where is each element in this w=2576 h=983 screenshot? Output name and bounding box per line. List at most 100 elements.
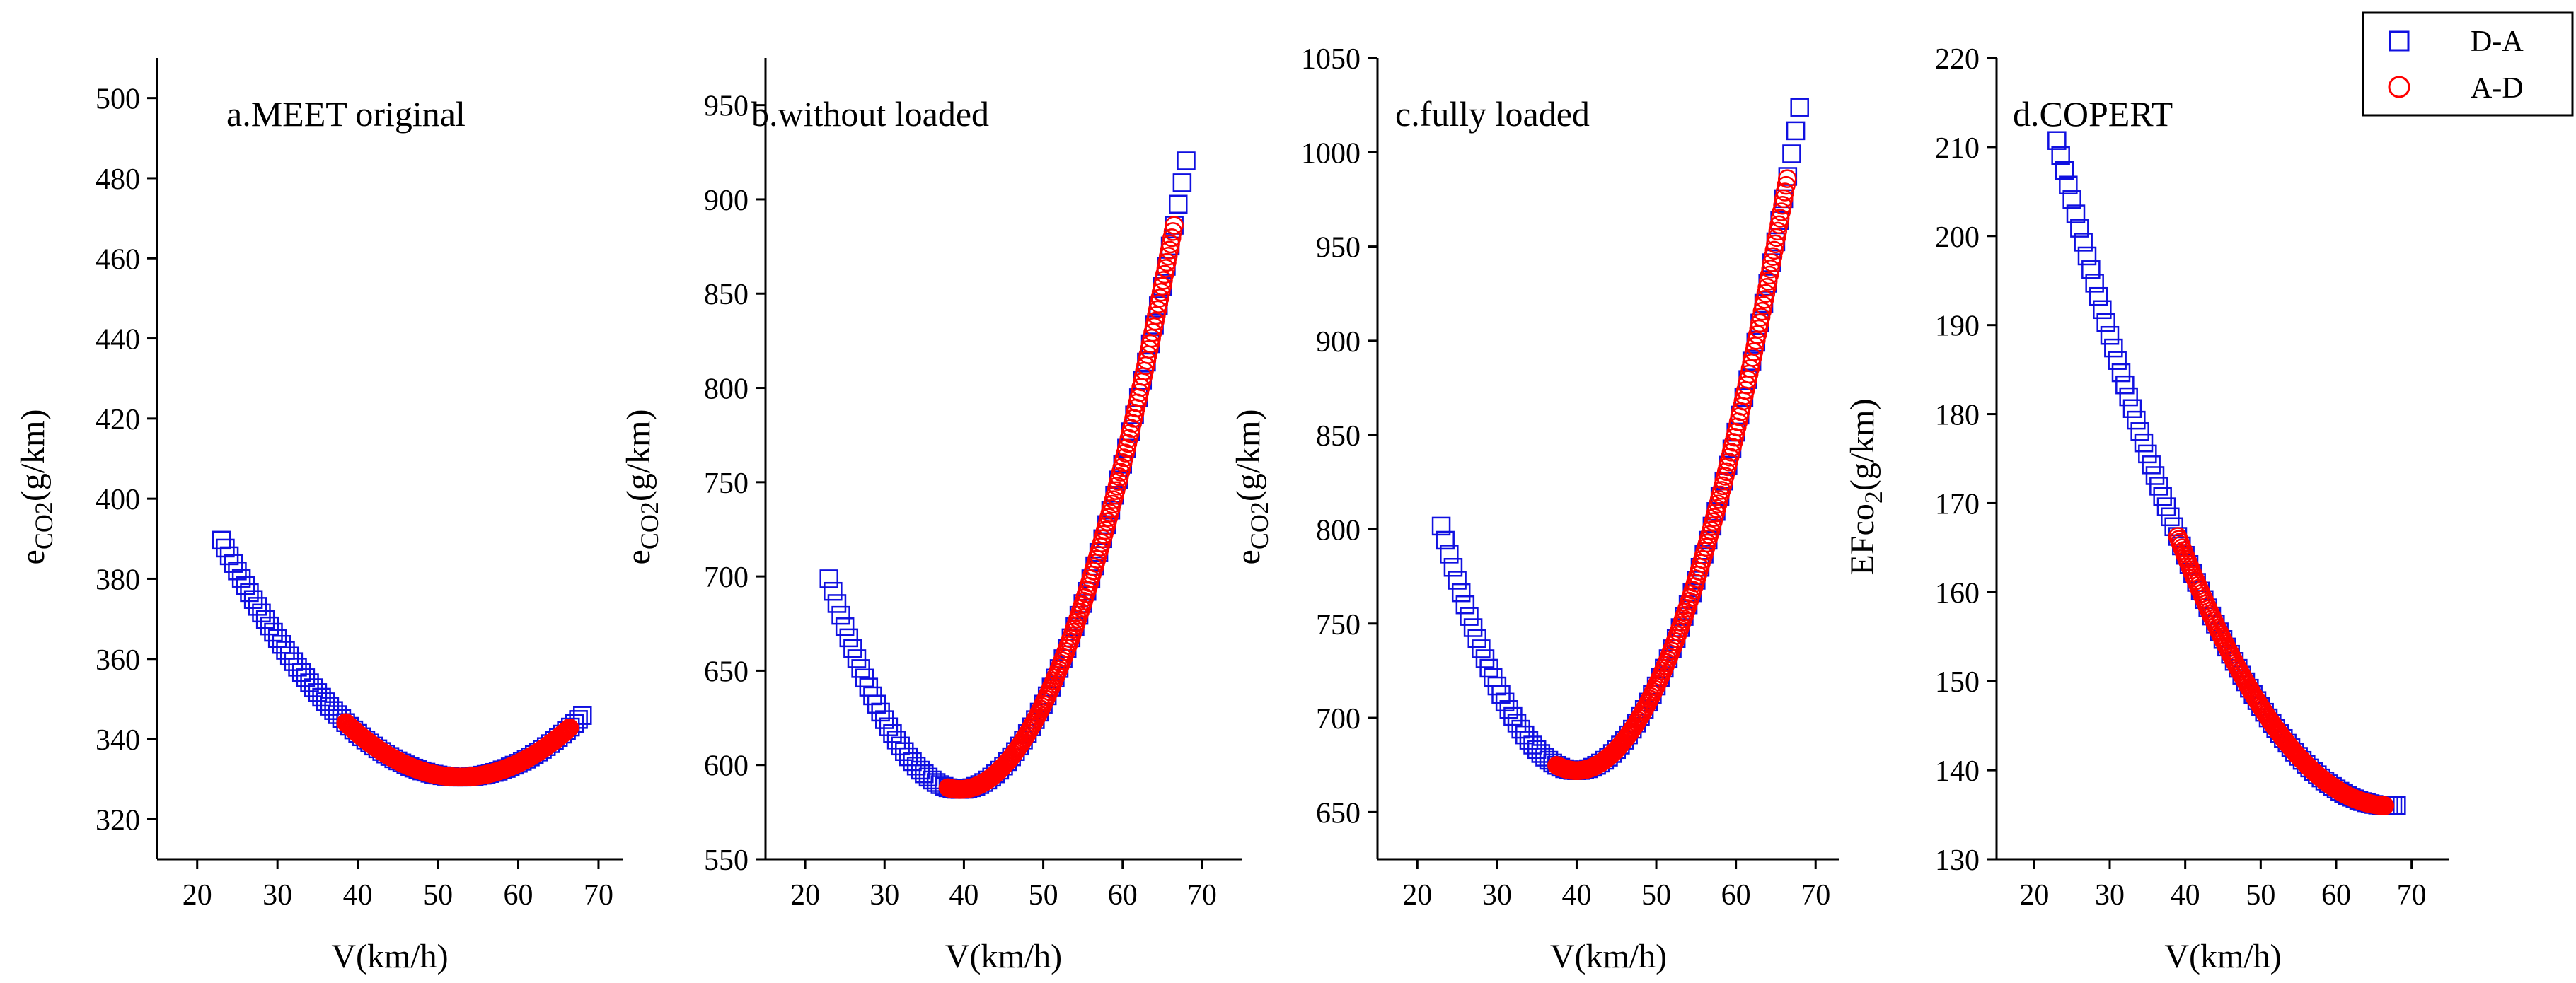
data-point-da [819,569,838,588]
data-point-ad [556,721,576,740]
data-point-da [1448,571,1467,590]
legend-label-da: D-A [2471,25,2524,58]
data-point-ad [1756,284,1776,303]
y-tick-label: 420 [96,404,140,436]
data-point-da [2062,190,2081,209]
data-point-ad [560,718,579,738]
y-tick-label: 480 [96,163,140,196]
data-point-ad [1155,264,1174,284]
y-tick-label: 170 [1935,488,1980,520]
y-tick-label: 800 [704,373,749,406]
series-d-a [1431,98,1809,780]
data-point-da [2096,313,2115,332]
data-point-da [2142,455,2161,475]
y-tick-label: 950 [1316,232,1361,264]
legend-circle-marker [2388,76,2410,98]
data-point-da [839,628,859,648]
data-point-da [2055,161,2074,180]
y-tick-label: 210 [1935,132,1980,165]
x-axis-label: V(km/h) [1550,938,1667,975]
series-a-d [2168,527,2395,815]
data-point-da [2156,497,2176,516]
data-point-da [2138,444,2157,464]
data-point-da [851,659,870,678]
x-tick-label: 20 [183,879,212,912]
x-tick-label: 20 [1402,879,1432,912]
data-point-ad [553,724,572,744]
series-a-d [1547,169,1797,780]
data-point-da [2093,300,2112,320]
data-point-da [2077,246,2097,266]
x-tick-label: 60 [1721,879,1751,912]
data-point-da [2089,286,2108,306]
data-point-da [2149,477,2168,496]
y-tick-label: 650 [704,656,749,688]
data-point-ad [559,719,578,738]
y-tick-label: 950 [704,91,749,123]
y-tick-label: 460 [96,243,140,276]
y-tick-label: 550 [704,844,749,877]
data-point-ad [1769,215,1789,235]
y-tick-label: 360 [96,644,140,677]
data-point-ad [1763,247,1783,266]
legend-label-ad: A-D [2471,72,2524,105]
y-tick-label: 900 [704,185,749,217]
y-tick-label: 700 [704,562,749,594]
data-point-ad [1774,189,1794,209]
y-tick-label: 160 [1935,577,1980,610]
data-point-da [2108,351,2127,370]
series-group [1431,98,1809,780]
data-point-ad [1775,182,1795,202]
data-point-ad [1154,271,1173,290]
data-point-da [1169,194,1188,214]
data-point-da [2059,175,2078,195]
x-tick-label: 60 [1108,879,1138,912]
data-point-ad [1777,175,1796,195]
data-point-da [1443,558,1463,577]
x-tick-label: 60 [2321,879,2351,912]
data-point-ad [1151,282,1171,302]
data-point-ad [1757,278,1777,297]
data-point-ad [1758,272,1778,291]
y-tick-label: 850 [704,279,749,311]
data-point-da [1790,98,1809,117]
data-point-da [2122,399,2142,418]
data-point-da [2070,219,2089,238]
chart-panel-4: 20 30 40 50 60 70 130 140 150 160 170 180 190 200 210 2… [1844,43,2449,975]
x-tick-label: 50 [2246,879,2275,912]
data-point-ad [1761,260,1780,279]
series-d-a [2047,131,2406,815]
data-point-da [2085,274,2104,293]
data-point-ad [1766,234,1785,254]
data-point-da [2115,375,2135,395]
x-tick-label: 70 [584,879,613,912]
y-tick-label: 380 [96,564,140,596]
y-axis-label: EFco2(g/km) [1844,399,1888,576]
data-point-da [573,706,592,725]
y-tick-label: 500 [96,83,140,116]
data-point-ad [1760,265,1779,285]
y-tick-label: 700 [1316,703,1361,735]
chart-title: d.COPERT [2013,94,2173,134]
y-tick-label: 180 [1935,400,1980,432]
data-point-da [2051,146,2070,165]
data-point-da [1460,607,1479,626]
x-tick-label: 30 [870,879,899,912]
data-point-ad [555,722,574,742]
y-tick-label: 850 [1316,420,1361,453]
data-point-da [2100,325,2120,345]
data-point-ad [1778,169,1797,188]
data-point-ad [1157,252,1177,272]
data-point-ad [558,720,577,740]
y-tick-label: 220 [1935,43,1980,76]
data-point-da [827,594,847,613]
series-group [819,151,1196,799]
data-point-da [1455,595,1475,615]
y-axis-label: eCO2(g/km) [620,409,664,565]
y-tick-label: 130 [1935,844,1980,877]
x-axis-label: V(km/h) [945,938,1062,975]
data-point-da [1177,151,1196,170]
data-point-da [2134,433,2154,453]
data-point-da [847,649,867,668]
data-point-da [1472,639,1491,658]
